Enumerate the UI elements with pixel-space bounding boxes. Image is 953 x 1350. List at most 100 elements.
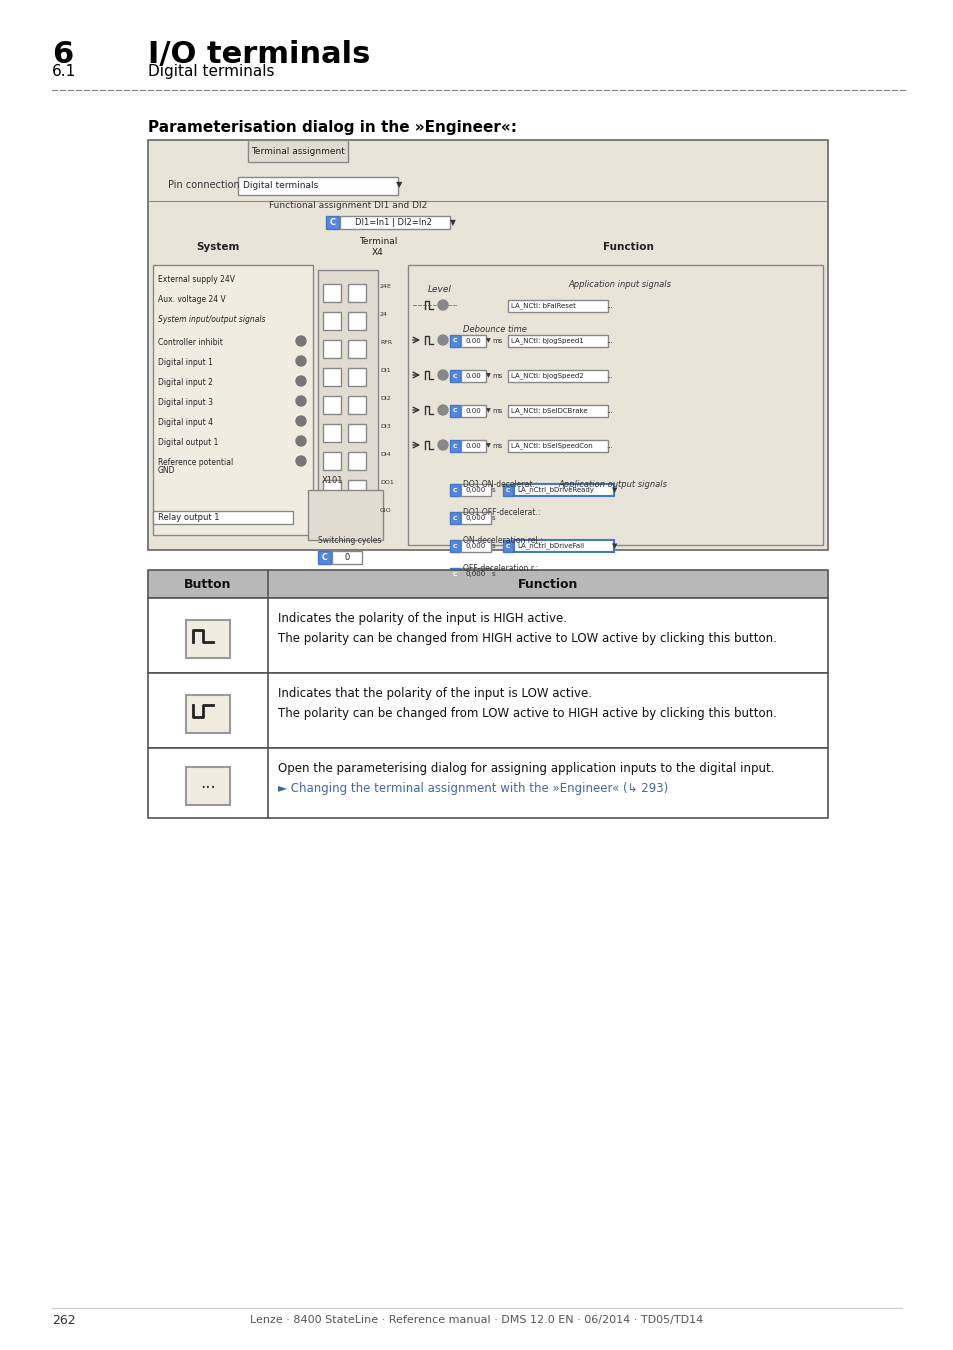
Bar [148, 570, 827, 598]
Text: OFF-deceleration r.:: OFF-deceleration r.: [462, 564, 537, 572]
Circle shape [295, 356, 306, 366]
Circle shape [295, 377, 306, 386]
Text: ▼: ▼ [485, 444, 490, 448]
Text: Lenze · 8400 StateLine · Reference manual · DMS 12.0 EN · 06/2014 · TD05/TD14: Lenze · 8400 StateLine · Reference manua… [250, 1315, 703, 1324]
Text: DI2: DI2 [379, 397, 391, 401]
Text: LA_NCtl: bSelDCBrake: LA_NCtl: bSelDCBrake [511, 408, 587, 414]
Circle shape [295, 336, 306, 346]
Text: C: C [329, 217, 335, 227]
Bar [148, 140, 827, 549]
Bar [514, 540, 614, 552]
Text: C: C [505, 544, 510, 548]
Bar [450, 540, 459, 552]
Circle shape [295, 456, 306, 466]
Bar [348, 284, 366, 302]
Bar [460, 440, 485, 452]
Text: ▼: ▼ [485, 374, 490, 378]
Bar [152, 265, 313, 535]
Text: DO1 ON-decelerat.:: DO1 ON-decelerat.: [462, 481, 537, 489]
Text: GIO: GIO [379, 509, 392, 513]
Text: ...: ... [605, 443, 612, 450]
Text: ms: ms [492, 443, 502, 450]
Bar [348, 481, 366, 498]
Text: Reference potential: Reference potential [158, 458, 233, 467]
Bar [323, 284, 340, 302]
Bar [507, 300, 607, 312]
Bar [323, 481, 340, 498]
Text: 0,000: 0,000 [465, 514, 486, 521]
Text: ▼: ▼ [485, 339, 490, 343]
Bar [186, 694, 230, 733]
Text: C: C [453, 444, 456, 448]
Bar [408, 265, 822, 545]
Text: Digital terminals: Digital terminals [243, 181, 318, 189]
Text: Digital input 1: Digital input 1 [158, 358, 213, 367]
Text: ► Changing the terminal assignment with the »Engineer« (↳ 293): ► Changing the terminal assignment with … [277, 782, 667, 795]
Text: ...: ... [605, 338, 612, 344]
Text: 0,000: 0,000 [465, 487, 486, 493]
Text: Digital input 2: Digital input 2 [158, 378, 213, 387]
Bar [460, 540, 491, 552]
Bar [450, 485, 459, 495]
Text: ▼: ▼ [450, 217, 456, 227]
Text: LA_NCtl: bFaiReset: LA_NCtl: bFaiReset [511, 302, 576, 309]
Bar [460, 485, 491, 495]
Text: Indicates the polarity of the input is HIGH active.: Indicates the polarity of the input is H… [277, 612, 566, 625]
Text: Controller inhibit: Controller inhibit [158, 338, 223, 347]
Text: 0.00: 0.00 [465, 408, 480, 414]
Text: Application input signals: Application input signals [567, 279, 670, 289]
Text: DI1=In1 | DI2=In2: DI1=In1 | DI2=In2 [355, 217, 431, 227]
Text: 24: 24 [379, 312, 388, 317]
Text: ▼: ▼ [612, 487, 617, 493]
Text: ...: ... [200, 774, 215, 792]
Text: Digital output 1: Digital output 1 [158, 437, 218, 447]
Text: The polarity can be changed from HIGH active to LOW active by clicking this butt: The polarity can be changed from HIGH ac… [277, 632, 776, 645]
Bar [317, 551, 331, 564]
Text: Function: Function [602, 242, 653, 252]
Bar [248, 140, 348, 162]
Bar [148, 674, 827, 748]
Text: s: s [492, 514, 496, 521]
Text: C: C [453, 571, 456, 576]
Bar [507, 335, 607, 347]
Bar [237, 177, 397, 194]
Text: System input/output signals: System input/output signals [158, 315, 265, 324]
Bar [348, 452, 366, 470]
Bar [326, 216, 338, 230]
Text: LA_nCtrl_bDriveFail: LA_nCtrl_bDriveFail [517, 543, 583, 549]
Text: 0,000: 0,000 [465, 543, 486, 549]
Bar [348, 424, 366, 441]
Text: 0.00: 0.00 [465, 373, 480, 379]
Bar [460, 405, 485, 417]
Bar [450, 512, 459, 524]
Bar [514, 485, 614, 495]
Text: ...: ... [605, 302, 612, 309]
Bar [450, 440, 459, 452]
Bar [507, 440, 607, 452]
Bar [308, 490, 382, 540]
Bar [460, 512, 491, 524]
Text: Digital input 4: Digital input 4 [158, 418, 213, 427]
Bar [348, 340, 366, 358]
Bar [348, 369, 366, 386]
Text: The polarity can be changed from LOW active to HIGH active by clicking this butt: The polarity can be changed from LOW act… [277, 707, 776, 720]
Text: ▼: ▼ [395, 181, 402, 189]
Bar [186, 767, 230, 805]
Text: ms: ms [492, 373, 502, 379]
Text: DI4: DI4 [379, 452, 391, 458]
Circle shape [295, 436, 306, 446]
Text: I/O terminals: I/O terminals [148, 40, 370, 69]
Text: Aux. voltage 24 V: Aux. voltage 24 V [158, 296, 226, 304]
Text: ms: ms [492, 408, 502, 414]
Text: ON-deceleration rel.:: ON-deceleration rel.: [462, 536, 542, 545]
Text: Switching cycles: Switching cycles [317, 536, 381, 545]
Text: Pin connection: Pin connection [168, 180, 239, 190]
Bar [152, 512, 293, 524]
Text: C: C [453, 374, 456, 378]
Text: Digital input 3: Digital input 3 [158, 398, 213, 406]
Bar [502, 540, 513, 552]
Text: ▼: ▼ [485, 409, 490, 413]
Text: 0,000: 0,000 [465, 571, 486, 576]
Bar [507, 405, 607, 417]
Circle shape [295, 416, 306, 427]
